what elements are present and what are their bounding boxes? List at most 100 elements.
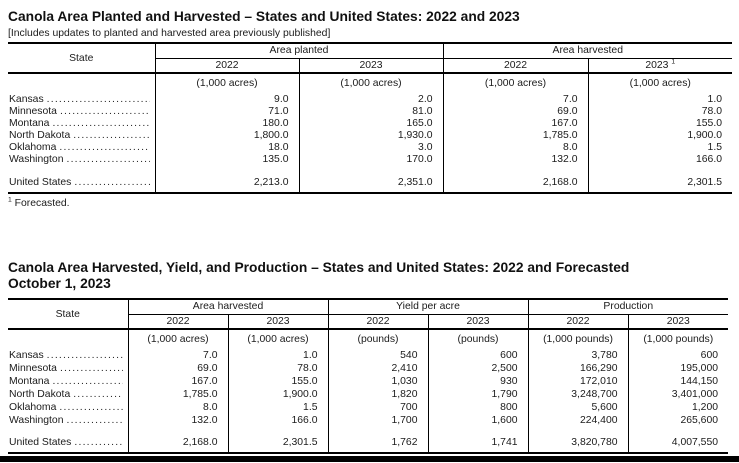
spacer-row — [8, 427, 728, 437]
units-cell: (1,000 acres) — [443, 73, 589, 93]
value-cell: 132.0 — [443, 153, 589, 165]
value-cell: 1,900.0 — [228, 388, 329, 401]
value-cell: 155.0 — [695, 117, 722, 129]
units-cell: (1,000 pounds) — [528, 329, 629, 349]
state-cell: North Dakota — [8, 388, 129, 401]
table1-note: [Includes updates to planted and harvest… — [8, 28, 331, 39]
state-name: North Dakota — [9, 129, 71, 141]
value-cell: 700 — [328, 401, 429, 414]
value-cell: 167.0 — [443, 117, 589, 129]
state-cell: United States — [8, 177, 156, 193]
value-cell: 135.0 — [155, 153, 300, 165]
units-empty-cell — [8, 73, 156, 93]
state-cell: Washington — [8, 153, 156, 165]
state-name: United States — [9, 437, 72, 448]
table-row-oklahoma: Oklahoma 18.0 3.0 8.0 1.5 — [8, 141, 732, 153]
table1-area-planted-harvested: State Area planted Area harvested 2022 2… — [8, 42, 732, 194]
dotted-leader — [47, 350, 123, 361]
value-cell: 800 — [428, 401, 529, 414]
state-name: Minnesota — [9, 363, 57, 374]
value-cell: 180.0 — [155, 117, 300, 129]
value-cell: 1,785.0 — [443, 129, 589, 141]
value-cell: 600 — [428, 349, 529, 362]
table2-harvested-yield-production: State Area harvested Yield per acre Prod… — [8, 298, 729, 454]
dotted-leader — [73, 130, 149, 141]
value-cell: 155.0 — [228, 375, 329, 388]
table1-group-area-planted: Area planted — [155, 43, 444, 59]
table-row-kansas: Kansas 9.0 2.0 7.0 1.0 — [8, 93, 732, 105]
value-cell: 166,290 — [528, 362, 629, 375]
value-cell: 1,900.0 — [687, 129, 722, 141]
table1-footnote: 1 Forecasted. — [8, 197, 732, 210]
table-row-minnesota: Minnesota 71.0 81.0 69.0 78.0 — [8, 105, 732, 117]
value-cell: 224,400 — [528, 414, 629, 427]
state-name: Montana — [9, 117, 50, 129]
value-cell: 2,168.0 — [128, 437, 229, 453]
table2-title-line2: October 1, 2023 — [8, 276, 111, 291]
spacer-row — [8, 165, 732, 177]
value-cell: 1,030 — [328, 375, 429, 388]
value-cell: 2,410 — [328, 362, 429, 375]
value-cell: 3,248,700 — [528, 388, 629, 401]
dotted-leader — [60, 363, 123, 374]
value-cell: 1,820 — [328, 388, 429, 401]
value-cell: 166.0 — [695, 153, 722, 165]
state-name: Minnesota — [9, 105, 57, 117]
table1-year-harvested-2023: 2023 1 — [588, 58, 732, 74]
value-cell: 1,930.0 — [299, 129, 444, 141]
dotted-leader — [60, 106, 150, 117]
footnote-marker: 1 — [8, 196, 12, 204]
footnote-text: Forecasted. — [14, 198, 70, 209]
table1-year-harvested-2022: 2022 — [443, 58, 589, 74]
value-cell: 1,790 — [428, 388, 529, 401]
value-cell: 9.0 — [155, 93, 300, 105]
table-row-north-dakota: North Dakota 1,785.0 1,900.0 1,820 1,790… — [8, 388, 728, 401]
table1-year-planted-2023: 2023 — [299, 58, 444, 74]
value-cell: 8.0 — [128, 401, 229, 414]
value-cell: 1,200 — [692, 402, 719, 413]
table-row-washington: Washington 132.0 166.0 1,700 1,600 224,4… — [8, 414, 728, 427]
value-cell: 81.0 — [299, 105, 444, 117]
value-cell: 2,351.0 — [299, 177, 444, 193]
dotted-leader — [47, 94, 150, 105]
footnote-marker: 1 — [671, 58, 676, 66]
table2-group-header-row: State Area harvested Yield per acre Prod… — [8, 299, 729, 330]
table-row-kansas: Kansas 7.0 1.0 540 600 3,780 600 — [8, 349, 728, 362]
value-cell: 2,168.0 — [443, 177, 589, 193]
value-cell: 69.0 — [128, 362, 229, 375]
value-cell: 1,700 — [328, 414, 429, 427]
table2-year-yield-2022: 2022 — [328, 314, 429, 330]
value-cell: 7.0 — [128, 349, 229, 362]
table2-group-area-harvested: Area harvested — [128, 299, 329, 315]
state-name: United States — [9, 177, 72, 188]
table-row-montana: Montana 180.0 165.0 167.0 155.0 — [8, 117, 732, 129]
state-cell: North Dakota — [8, 129, 156, 141]
value-cell: 600 — [700, 350, 719, 361]
value-cell: 3,401,000 — [671, 389, 719, 400]
value-cell: 170.0 — [299, 153, 444, 165]
value-cell: 69.0 — [443, 105, 589, 117]
value-cell: 18.0 — [155, 141, 300, 153]
table2-group-yield-per-acre: Yield per acre — [328, 299, 529, 315]
units-cell: (pounds) — [428, 329, 529, 349]
state-name: Kansas — [9, 93, 44, 105]
state-cell: Montana — [8, 117, 156, 129]
value-cell: 195,000 — [680, 363, 719, 374]
value-cell: 71.0 — [155, 105, 300, 117]
table2-year-header-row: 2022 2023 2022 2023 2022 2023 — [8, 314, 729, 330]
value-cell: 1.5 — [707, 141, 722, 153]
table-row-washington: Washington 135.0 170.0 132.0 166.0 — [8, 153, 732, 165]
state-name: North Dakota — [9, 389, 71, 400]
year-label: 2023 — [645, 59, 669, 71]
value-cell: 1,600 — [428, 414, 529, 427]
table2-year-production-2023: 2023 — [628, 314, 729, 330]
table2-year-harvested-2022: 2022 — [128, 314, 229, 330]
table2-year-yield-2023: 2023 — [428, 314, 529, 330]
table-row-north-dakota: North Dakota 1,800.0 1,930.0 1,785.0 1,9… — [8, 129, 732, 141]
table1-group-header-row: State Area planted Area harvested — [8, 43, 732, 74]
value-cell: 930 — [428, 375, 529, 388]
dotted-leader — [52, 376, 122, 387]
dotted-leader — [67, 415, 123, 426]
table2-year-harvested-2023: 2023 — [228, 314, 329, 330]
table-row-montana: Montana 167.0 155.0 1,030 930 172,010 14… — [8, 375, 728, 388]
